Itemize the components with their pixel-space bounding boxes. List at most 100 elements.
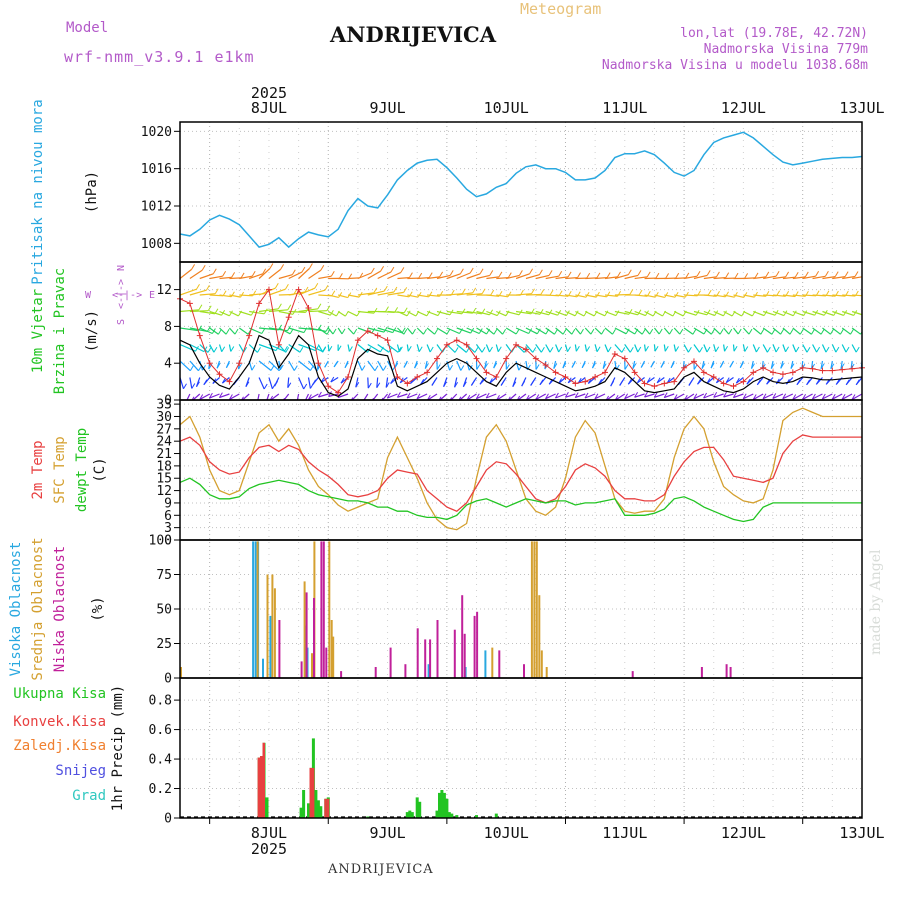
wind-barb: [268, 309, 288, 313]
wind-barb: [189, 269, 203, 279]
total-precip-bar: [319, 806, 323, 818]
wind-barb: [634, 310, 646, 317]
wind-barb: [189, 310, 209, 313]
wind-barb-flag: [775, 270, 780, 277]
wind-barb: [318, 393, 329, 398]
wind-barb-flag: [279, 364, 284, 371]
temp-tick-label: 6: [164, 509, 172, 524]
wind-barb: [831, 393, 843, 400]
wind-barb-flag: [385, 306, 389, 312]
wind-barb: [406, 327, 413, 335]
wind-barb-flag: [693, 393, 698, 399]
wind-barb-flag: [706, 270, 711, 276]
wind-barb-flag: [381, 397, 384, 400]
wind-barb: [189, 327, 208, 332]
wind-barb: [399, 377, 408, 384]
wind-barb-flag: [835, 379, 840, 385]
wind-barb-flag: [724, 346, 729, 352]
wind-barb-flag: [782, 393, 787, 399]
wind-barb: [772, 310, 785, 317]
wind-barb: [664, 310, 674, 317]
wind-barb: [327, 310, 337, 317]
cloud-unit: (%): [90, 596, 106, 621]
wind-barb: [742, 344, 746, 352]
wind-barb: [219, 294, 232, 298]
wind-barb-flag: [733, 345, 738, 352]
wind-barb-flag: [558, 346, 563, 353]
wind-barb: [189, 360, 199, 372]
wind-barb: [318, 275, 332, 280]
wind-barb-flag: [507, 272, 512, 278]
cloud-high-bar: [484, 650, 487, 678]
temp-tick-label: 33: [156, 398, 172, 413]
top-day-label: 8JUL: [251, 99, 287, 117]
wind-barb-flag: [521, 380, 526, 387]
wind-barb-flag: [324, 362, 329, 368]
wind-barb-flag: [274, 282, 279, 289]
wind-barb-flag: [835, 346, 840, 353]
wind-speed-line: [180, 334, 862, 397]
wind-barb: [624, 327, 636, 335]
wind-barb: [298, 377, 305, 390]
dewpoint-label: dewpt Temp: [74, 428, 90, 512]
wind-barb-flag: [284, 345, 288, 352]
wind-barb: [288, 310, 306, 313]
cloud-low-bar: [523, 664, 525, 678]
cloud-mid-bar: [330, 620, 333, 678]
wind-barb-flag: [406, 392, 411, 399]
wind-barb: [278, 360, 281, 370]
wind-barb: [802, 327, 812, 335]
cloud-mid-bar: [271, 574, 274, 678]
wind-barb-flag: [610, 380, 615, 387]
wind-barb-flag: [790, 363, 795, 369]
wind-barb: [377, 344, 390, 353]
wind-barb-flag: [383, 285, 388, 292]
wind-barb: [416, 327, 424, 335]
wind-barb-flag: [723, 310, 727, 317]
wind-barb-flag: [746, 378, 751, 385]
wind-barb-flag: [434, 328, 439, 335]
wind-barb-flag: [632, 363, 637, 369]
wind-barb-flag: [287, 304, 292, 311]
wind-barb: [713, 393, 724, 398]
wind-barb-flag: [710, 362, 715, 369]
wind-barb-flag: [317, 391, 322, 398]
wind-barb: [496, 294, 509, 298]
model-label: Model: [66, 20, 109, 36]
wind-barb-flag: [485, 392, 490, 399]
wind-barb: [584, 344, 588, 352]
wind-barb: [288, 271, 303, 280]
wind-barb: [485, 344, 491, 353]
wind-barb-flag: [641, 328, 646, 335]
wind-barb-flag: [403, 307, 408, 313]
wind-barb: [812, 327, 822, 335]
wind-barb-flag: [799, 328, 804, 335]
wind-barb-flag: [489, 270, 494, 276]
wind-barb: [772, 344, 777, 353]
wind-barb-flag: [420, 378, 425, 385]
wind-barb-flag: [715, 271, 720, 278]
wind-barb-flag: [222, 270, 227, 277]
wind-barb-flag: [423, 328, 427, 335]
footer-station: ANDRIJEVICA: [328, 862, 434, 877]
wind-barb: [574, 344, 577, 352]
wind-barb: [733, 393, 744, 399]
wind-barb-flag: [645, 346, 649, 352]
wind-barb: [703, 310, 715, 317]
wind-barb-flag: [653, 392, 658, 398]
cloud-mid-bar: [266, 574, 269, 678]
wind-barb-flag: [707, 289, 712, 296]
grid-lines: [180, 122, 862, 819]
temp-panel-frame: [179, 399, 863, 541]
wind-barb-flag: [792, 394, 797, 400]
wind-barb-flag: [766, 346, 771, 353]
wind-barb-flag: [325, 326, 330, 332]
wind-barb: [713, 327, 721, 335]
wind-barb-flag: [629, 347, 634, 353]
wind-barb-flag: [403, 287, 408, 293]
wind-barb: [604, 276, 618, 280]
cloud-low-bar: [320, 541, 323, 678]
wind-barb: [456, 344, 467, 353]
total-precip-bar: [307, 803, 310, 818]
